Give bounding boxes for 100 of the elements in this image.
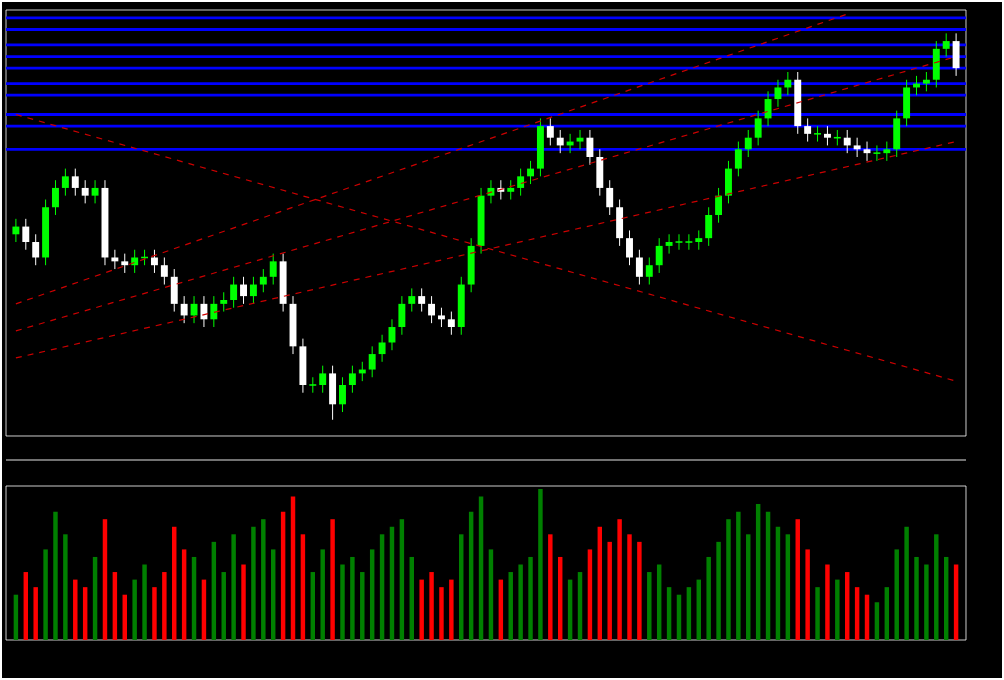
bar <box>53 511 58 640</box>
bar <box>172 526 177 640</box>
bar <box>854 587 860 640</box>
candlestick <box>279 253 287 313</box>
candlestick <box>527 160 534 185</box>
candlestick <box>220 291 228 313</box>
bar <box>587 549 593 640</box>
bar <box>162 572 167 640</box>
candlestick <box>616 199 624 247</box>
candlestick <box>843 129 851 154</box>
bar <box>211 541 217 640</box>
bar <box>82 587 88 640</box>
bar <box>478 496 484 640</box>
bar <box>369 549 375 640</box>
candlestick <box>932 40 940 88</box>
bar <box>528 556 533 640</box>
bar <box>686 587 692 640</box>
bar <box>191 556 197 640</box>
bar <box>755 504 761 640</box>
candlestick <box>12 218 20 243</box>
candlestick <box>428 295 436 324</box>
bar <box>63 534 68 640</box>
bar <box>409 556 414 640</box>
bar <box>310 572 316 640</box>
bar <box>300 534 306 640</box>
bar <box>389 526 395 640</box>
bar <box>221 572 226 640</box>
bar <box>716 541 721 640</box>
candlestick <box>408 287 416 313</box>
candlestick <box>546 117 554 146</box>
candlestick <box>804 117 812 143</box>
candlestick <box>111 249 119 270</box>
candlestick <box>536 117 544 177</box>
bar <box>43 549 48 640</box>
candlestick <box>249 276 257 305</box>
bar <box>805 549 810 640</box>
bar <box>231 534 236 640</box>
candlestick <box>61 168 69 197</box>
bar <box>379 534 385 640</box>
candlestick <box>784 71 792 96</box>
bar <box>617 519 622 640</box>
candlestick <box>794 71 802 135</box>
bar <box>399 519 405 640</box>
bar <box>508 572 513 640</box>
bar <box>597 526 603 640</box>
candlestick <box>200 295 208 328</box>
candlestick <box>814 125 821 143</box>
candlestick <box>170 268 178 313</box>
bar <box>666 587 672 640</box>
candlestick <box>507 179 515 201</box>
candlestick <box>952 32 960 77</box>
candlestick <box>190 295 198 324</box>
candlestick <box>487 179 495 204</box>
candlestick <box>71 168 79 197</box>
bar <box>290 496 296 640</box>
candlestick <box>942 32 950 58</box>
bar <box>241 564 246 640</box>
bar <box>142 564 147 640</box>
candlestick <box>853 137 861 158</box>
candlestick <box>586 129 594 166</box>
bar <box>943 556 949 640</box>
candlestick <box>715 187 723 224</box>
candlestick <box>655 237 663 274</box>
candlestick <box>240 276 247 305</box>
bar <box>112 572 118 640</box>
bar <box>181 549 187 640</box>
candlestick <box>457 276 465 336</box>
candlestick <box>52 179 59 216</box>
bar <box>736 511 741 640</box>
candlestick <box>121 253 129 274</box>
bar <box>73 579 78 640</box>
candlestick <box>922 71 930 92</box>
bar <box>449 579 454 640</box>
bar <box>280 511 286 640</box>
candlestick <box>418 287 426 313</box>
candlestick <box>626 229 633 266</box>
candlestick <box>180 295 188 324</box>
candlestick <box>744 129 752 158</box>
bar <box>775 526 781 640</box>
bar <box>251 526 256 640</box>
candlestick <box>764 90 772 127</box>
bar <box>270 549 276 640</box>
bar <box>785 534 791 640</box>
bar <box>825 564 830 640</box>
candlestick <box>329 365 337 421</box>
bar <box>557 556 563 640</box>
bar <box>538 489 543 640</box>
candlestick <box>467 237 475 293</box>
candlestick <box>823 125 831 146</box>
bar <box>795 519 800 640</box>
bar <box>706 556 711 640</box>
bar <box>320 549 325 640</box>
candlestick <box>606 179 614 216</box>
bar <box>924 564 929 640</box>
candlestick <box>725 160 732 204</box>
candlestick <box>437 307 445 328</box>
bar <box>647 572 652 640</box>
candlestick <box>378 334 386 363</box>
candlestick <box>230 276 238 309</box>
bar <box>102 519 108 640</box>
